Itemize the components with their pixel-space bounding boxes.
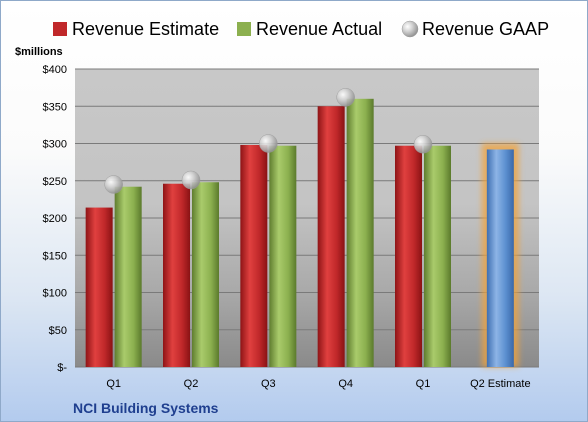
legend-swatch-revenue-estimate: [53, 22, 67, 36]
y-tick-label: $300: [43, 139, 67, 151]
legend-swatch-revenue-actual: [237, 22, 251, 36]
bar-revenue-actual: [192, 182, 219, 367]
company-name: NCI Building Systems: [73, 400, 219, 416]
y-unit-label: $millions: [15, 46, 63, 58]
bar-revenue-estimate: [85, 207, 113, 367]
legend-swatch-revenue-gaap: [401, 20, 419, 38]
legend-label-revenue-actual: Revenue Actual: [256, 19, 382, 39]
legend-label-revenue-estimate: Revenue Estimate: [72, 19, 219, 39]
y-tick-label: $350: [43, 101, 67, 113]
marker-revenue-gaap: [413, 134, 433, 154]
y-tick-label: $250: [43, 176, 67, 188]
x-tick-label: Q2 Estimate: [470, 378, 531, 390]
x-tick-label: Q4: [338, 378, 353, 390]
marker-revenue-gaap: [104, 175, 123, 194]
y-axis-ticks: $- $50 $100 $150 $200 $250 $300 $350 $400: [43, 64, 68, 374]
bar-revenue-estimate: [163, 183, 190, 367]
gridlines: [75, 68, 539, 368]
marker-revenue-gaap: [336, 88, 355, 107]
x-axis-ticks: Q1 Q2 Q3 Q4 Q1 Q2 Estimate: [106, 378, 530, 390]
x-tick-label: Q3: [261, 378, 276, 390]
y-tick-label: $100: [43, 288, 67, 300]
bar-revenue-estimate: [395, 145, 422, 367]
bar-revenue-estimate: [317, 106, 345, 367]
bars: [85, 98, 519, 368]
y-tick-label: $400: [43, 64, 67, 76]
legend-label-revenue-gaap: Revenue GAAP: [422, 19, 549, 39]
bar-revenue-actual: [269, 145, 297, 367]
bar-q2-estimate: [486, 149, 514, 367]
marker-revenue-gaap: [259, 134, 278, 153]
bar-revenue-actual: [346, 98, 374, 368]
bar-revenue-actual: [114, 186, 142, 367]
y-tick-label: $50: [49, 325, 67, 337]
gaap-markers: [104, 88, 433, 194]
y-tick-label: $200: [43, 213, 67, 225]
marker-revenue-gaap: [181, 170, 201, 190]
x-tick-label: Q1: [416, 378, 431, 390]
y-tick-label: $150: [43, 250, 67, 262]
x-tick-label: Q2: [184, 378, 199, 390]
bar-revenue-actual: [424, 145, 451, 367]
legend: Revenue Estimate Revenue Actual Revenue GA…: [53, 19, 549, 39]
x-tick-label: Q1: [106, 378, 121, 390]
y-tick-label: $-: [57, 362, 67, 374]
bar-revenue-estimate: [240, 144, 268, 367]
